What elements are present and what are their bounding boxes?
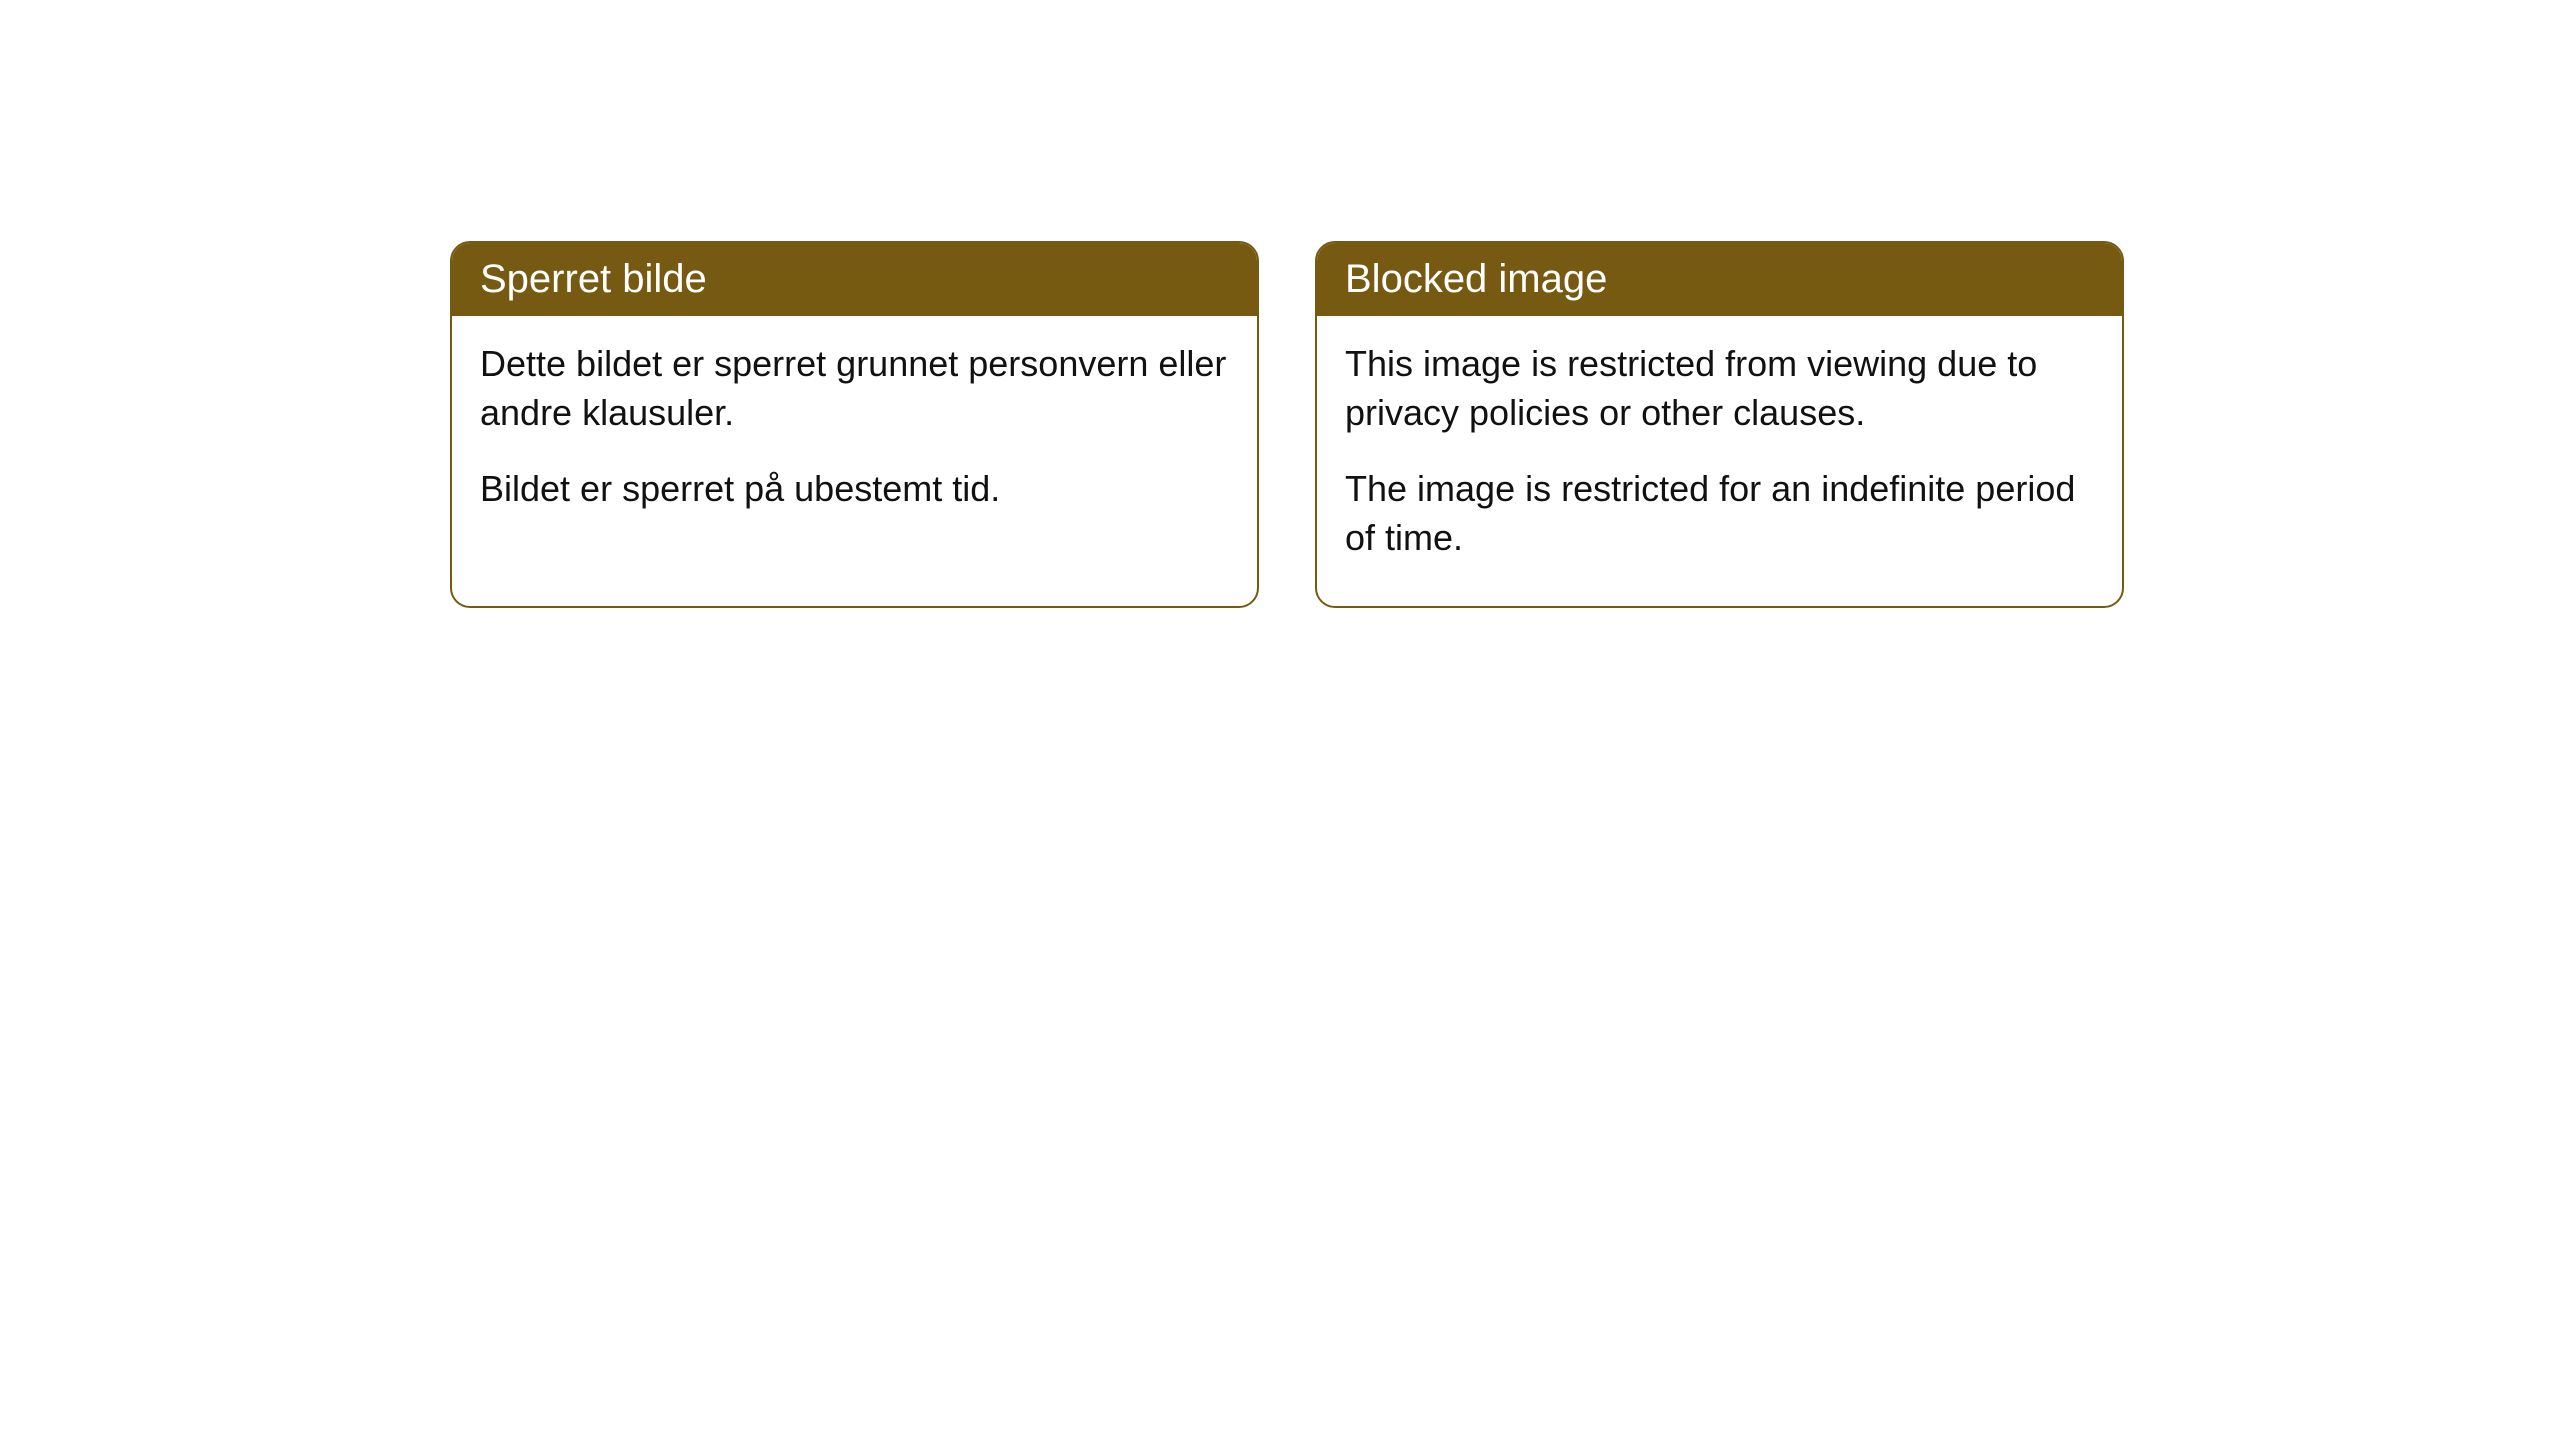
card-english-header: Blocked image [1317, 243, 2122, 316]
cards-container: Sperret bilde Dette bildet er sperret gr… [0, 0, 2560, 608]
card-english: Blocked image This image is restricted f… [1315, 241, 2124, 608]
card-norwegian-header: Sperret bilde [452, 243, 1257, 316]
card-english-title: Blocked image [1345, 257, 1607, 301]
card-norwegian-paragraph-2: Bildet er sperret på ubestemt tid. [480, 465, 1229, 514]
card-english-paragraph-1: This image is restricted from viewing du… [1345, 340, 2094, 437]
card-norwegian: Sperret bilde Dette bildet er sperret gr… [450, 241, 1259, 608]
card-norwegian-body: Dette bildet er sperret grunnet personve… [452, 316, 1257, 558]
card-norwegian-title: Sperret bilde [480, 257, 707, 301]
card-english-body: This image is restricted from viewing du… [1317, 316, 2122, 606]
card-english-paragraph-2: The image is restricted for an indefinit… [1345, 465, 2094, 562]
card-norwegian-paragraph-1: Dette bildet er sperret grunnet personve… [480, 340, 1229, 437]
